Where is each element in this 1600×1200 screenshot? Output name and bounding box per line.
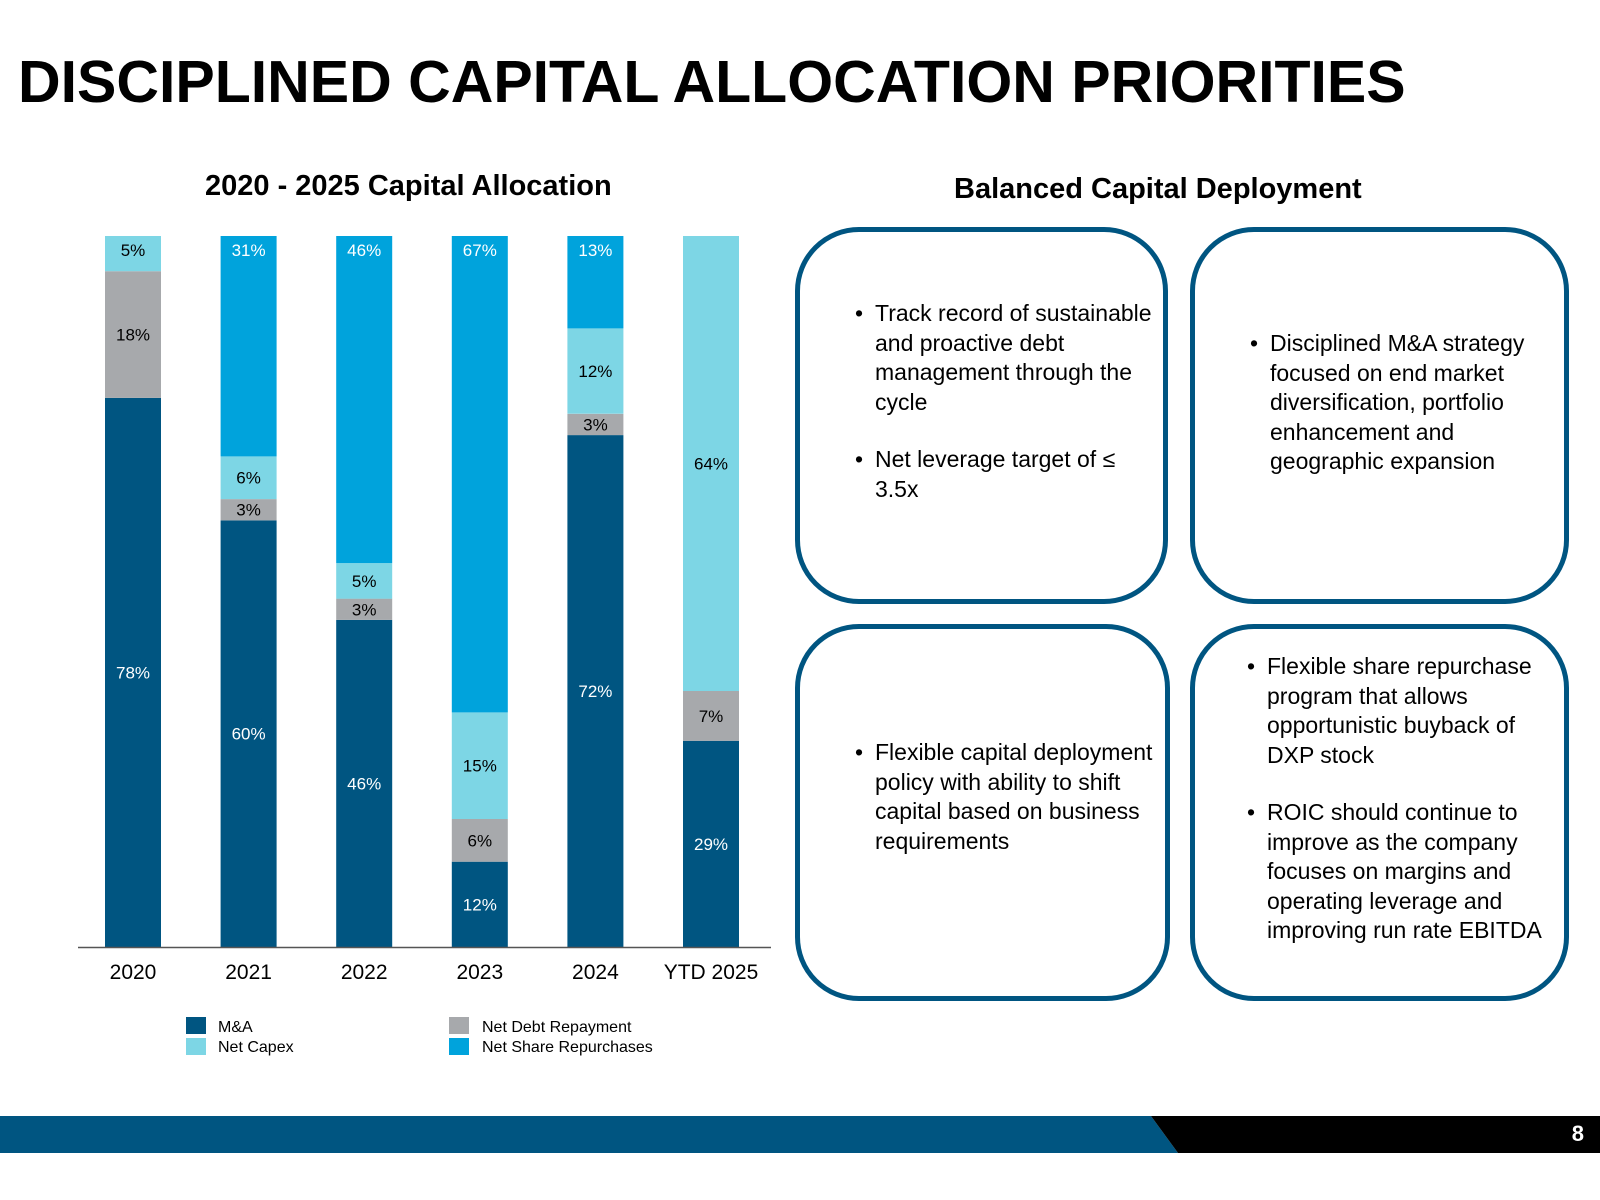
bar-segment-net-debt-repayment-3: [451, 819, 508, 862]
bar-segment-net-share-repurchases-3: [451, 236, 508, 713]
bar-segment-net-debt-repayment-4: [567, 413, 624, 436]
bar-segment-net-share-repurchases-1: [220, 236, 277, 457]
data-label-net-capex-1: 6%: [236, 469, 261, 488]
bullet-flexible-capital: Flexible capital deployment policy with …: [855, 738, 1155, 856]
data-label-net-debt-repayment-2: 3%: [352, 600, 377, 619]
legend-label-net-capex: Net Capex: [218, 1039, 294, 1056]
bar-segment-ma-3: [451, 861, 508, 947]
bar-segment-ma-2: [336, 619, 393, 947]
data-label-ma-4: 72%: [578, 682, 612, 701]
legend-label-net-share-repurchases: Net Share Repurchases: [482, 1039, 653, 1056]
data-label-net-capex-2: 5%: [352, 572, 377, 591]
bullet-net-leverage-target: Net leverage target of ≤ 3.5x: [855, 445, 1155, 504]
data-label-net-debt-repayment-3: 6%: [468, 831, 493, 850]
bar-segment-net-share-repurchases-4: [567, 236, 624, 329]
legend-swatch-ma: [186, 1017, 206, 1034]
data-label-net-debt-repayment-0: 18%: [116, 326, 150, 345]
deployment-title: Balanced Capital Deployment: [954, 173, 1362, 205]
data-label-ma-1: 60%: [232, 725, 266, 744]
data-label-ma-5: 29%: [694, 835, 728, 854]
footer-bar: [0, 1116, 1600, 1153]
legend-swatch-net-share-repurchases: [449, 1038, 469, 1055]
legend-label-net-debt-repayment: Net Debt Repayment: [482, 1019, 632, 1036]
bullet-disciplined-ma: Disciplined M&A strategy focused on end …: [1250, 329, 1550, 477]
bar-segment-net-capex-3: [451, 712, 508, 819]
data-label-net-debt-repayment-4: 3%: [583, 415, 608, 434]
bar-segment-net-debt-repayment-5: [683, 691, 739, 741]
data-label-net-share-repurchases-1: 31%: [232, 241, 266, 260]
bullet-debt-track-record: Track record of sustainable and proactiv…: [855, 299, 1155, 417]
data-label-net-capex-3: 15%: [463, 757, 497, 776]
x-tick-label-1: 2021: [225, 961, 272, 984]
x-tick-label-2: 2022: [341, 961, 388, 984]
deployment-box-debt: Track record of sustainable and proactiv…: [795, 227, 1168, 604]
data-label-net-capex-4: 12%: [578, 362, 612, 381]
bar-segment-net-share-repurchases-2: [336, 236, 393, 564]
data-label-ma-3: 12%: [463, 895, 497, 914]
deployment-box-share-repurchase: Flexible share repurchase program that a…: [1190, 624, 1569, 1001]
data-label-net-share-repurchases-2: 46%: [347, 241, 381, 260]
data-label-net-debt-repayment-5: 7%: [699, 707, 724, 726]
deployment-box-flexible-capital-list: Flexible capital deployment policy with …: [855, 738, 1155, 856]
x-tick-label-0: 2020: [110, 961, 157, 984]
bar-segment-ma-5: [683, 740, 739, 947]
deployment-box-ma-list: Disciplined M&A strategy focused on end …: [1250, 329, 1550, 477]
x-tick-label-4: 2024: [572, 961, 619, 984]
bar-segment-net-capex-0: [105, 236, 161, 272]
legend-label-ma: M&A: [218, 1019, 253, 1036]
deployment-box-share-repurchase-list: Flexible share repurchase program that a…: [1247, 652, 1559, 946]
page-title: DISCIPLINED CAPITAL ALLOCATION PRIORITIE…: [18, 49, 1406, 115]
deployment-box-flexible-capital: Flexible capital deployment policy with …: [795, 624, 1170, 1001]
legend-swatch-net-debt-repayment: [449, 1017, 469, 1034]
bar-segment-net-debt-repayment-2: [336, 598, 393, 620]
bar-segment-net-capex-5: [683, 236, 739, 691]
chart-title: 2020 - 2025 Capital Allocation: [205, 170, 612, 202]
data-label-net-share-repurchases-4: 13%: [578, 241, 612, 260]
bar-segment-net-debt-repayment-1: [220, 499, 277, 521]
bar-segment-net-debt-repayment-0: [105, 271, 161, 398]
bullet-share-repurchase: Flexible share repurchase program that a…: [1247, 652, 1559, 770]
deployment-box-debt-list: Track record of sustainable and proactiv…: [855, 299, 1155, 504]
bar-segment-ma-4: [567, 435, 624, 947]
data-label-ma-2: 46%: [347, 775, 381, 794]
x-tick-label-3: 2023: [456, 961, 503, 984]
data-label-net-capex-5: 64%: [694, 455, 728, 474]
bar-segment-net-capex-4: [567, 328, 624, 414]
x-tick-label-5: YTD 2025: [664, 961, 759, 984]
bullet-roic: ROIC should continue to improve as the c…: [1247, 798, 1559, 946]
bar-segment-net-capex-2: [336, 563, 393, 599]
bar-segment-ma-0: [105, 397, 161, 947]
data-label-net-capex-0: 5%: [121, 241, 146, 260]
bar-segment-net-capex-1: [220, 456, 277, 500]
legend-swatch-net-capex: [186, 1038, 206, 1055]
data-label-net-share-repurchases-3: 67%: [463, 241, 497, 260]
data-label-ma-0: 78%: [116, 664, 150, 683]
deployment-box-ma: Disciplined M&A strategy focused on end …: [1190, 227, 1569, 604]
capital-allocation-chart: 78% 18% 5% 2020 60% 3% 6% 31% 2021 46% 3% 5% 46% 2022…: [78, 236, 771, 984]
data-label-net-debt-repayment-1: 3%: [236, 501, 261, 520]
bar-segment-ma-1: [220, 520, 277, 947]
page-number: 8: [1571, 1121, 1584, 1146]
